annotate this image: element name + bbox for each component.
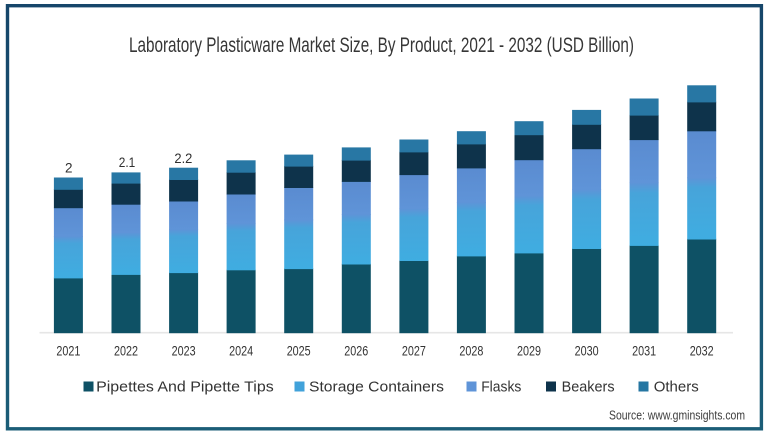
svg-text:2: 2 — [65, 161, 73, 176]
svg-text:2.2: 2.2 — [174, 151, 192, 166]
svg-text:Storage Containers: Storage Containers — [309, 378, 444, 395]
svg-text:2027: 2027 — [402, 343, 426, 358]
svg-text:Laboratory Plasticware Market: Laboratory Plasticware Market Size, By P… — [129, 34, 634, 57]
svg-text:Source: www.gminsights.com: Source: www.gminsights.com — [609, 408, 745, 423]
svg-text:2024: 2024 — [229, 343, 253, 358]
svg-text:Pipettes And Pipette Tips: Pipettes And Pipette Tips — [96, 378, 274, 395]
svg-text:2030: 2030 — [575, 343, 599, 358]
svg-text:2025: 2025 — [287, 343, 311, 358]
svg-text:2023: 2023 — [172, 343, 196, 358]
svg-text:2029: 2029 — [517, 343, 541, 358]
svg-text:Beakers: Beakers — [562, 378, 615, 395]
svg-text:2022: 2022 — [114, 343, 138, 358]
svg-text:2.1: 2.1 — [119, 155, 136, 170]
svg-text:Others: Others — [654, 378, 699, 395]
svg-text:2031: 2031 — [632, 343, 656, 358]
svg-text:2026: 2026 — [344, 343, 368, 358]
svg-text:2021: 2021 — [56, 343, 80, 358]
svg-text:2032: 2032 — [690, 343, 714, 358]
svg-text:Flasks: Flasks — [481, 378, 521, 395]
svg-text:2028: 2028 — [459, 343, 483, 358]
